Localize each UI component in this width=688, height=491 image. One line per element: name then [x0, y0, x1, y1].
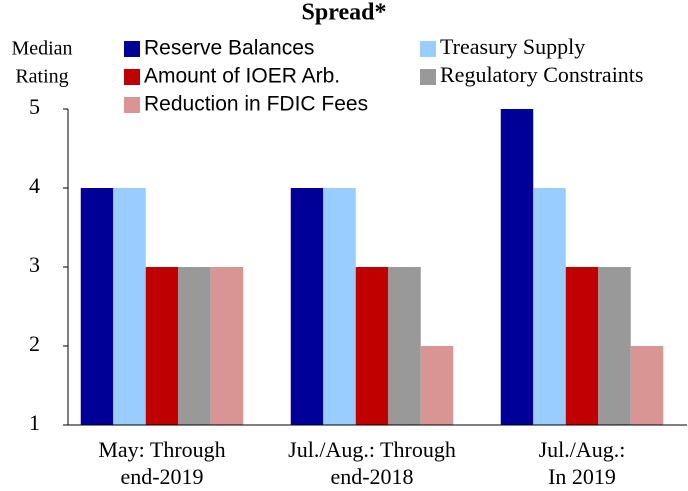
bar	[323, 188, 356, 425]
legend-label: Reduction in FDIC Fees	[144, 93, 368, 116]
y-axis-label: Rating	[15, 66, 68, 88]
legend-swatch	[124, 69, 140, 85]
bar	[355, 267, 389, 425]
bar	[420, 346, 454, 425]
bar	[210, 267, 244, 425]
bar	[388, 267, 421, 425]
legend-swatch	[124, 41, 140, 57]
x-tick-label: In 2019	[548, 464, 616, 489]
x-tick-label: end-2018	[330, 464, 413, 489]
bar	[598, 267, 631, 425]
x-tick-label: Jul./Aug.:	[539, 437, 626, 462]
bar	[290, 188, 324, 425]
x-tick-label: end-2019	[120, 464, 203, 489]
legend-label: Treasury Supply	[440, 34, 585, 59]
legend-swatch	[420, 69, 436, 85]
bar	[533, 188, 566, 425]
bar	[145, 267, 179, 425]
bar	[500, 109, 534, 425]
y-tick-label: 1	[29, 410, 40, 435]
bar	[113, 188, 146, 425]
bar	[80, 188, 114, 425]
y-tick-label: 5	[29, 94, 40, 119]
bar	[565, 267, 599, 425]
bar	[630, 346, 664, 425]
legend-swatch	[124, 97, 140, 113]
bar	[178, 267, 211, 425]
y-axis-label: Median	[11, 38, 72, 60]
legend-swatch	[420, 41, 436, 57]
x-tick-label: May: Through	[98, 437, 225, 462]
chart-title: Spread*	[302, 0, 387, 26]
legend-label: Amount of IOER Arb.	[144, 65, 340, 88]
x-tick-label: Jul./Aug.: Through	[288, 437, 456, 462]
legend-label: Reserve Balances	[144, 37, 314, 60]
y-tick-label: 2	[29, 331, 40, 356]
y-tick-label: 4	[29, 173, 40, 198]
legend-label: Regulatory Constraints	[440, 62, 643, 87]
y-tick-label: 3	[29, 252, 40, 277]
